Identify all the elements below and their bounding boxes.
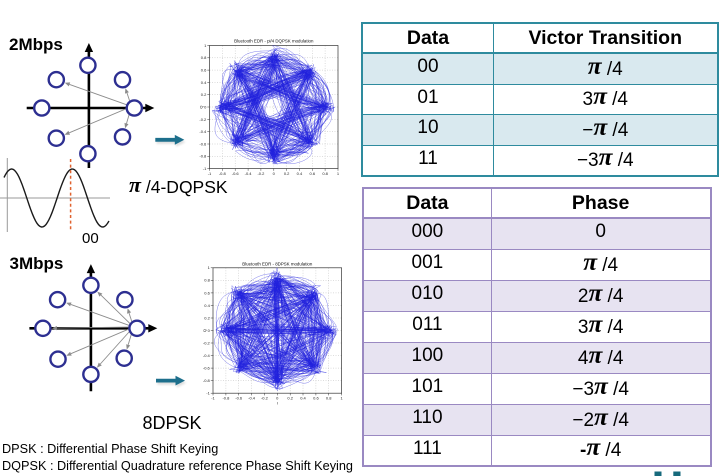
svg-text:-0.2: -0.2 xyxy=(257,171,265,176)
svg-text:-1: -1 xyxy=(206,391,210,396)
svg-text:0: 0 xyxy=(204,105,207,110)
svg-text:1: 1 xyxy=(208,265,211,270)
svg-text:-0.2: -0.2 xyxy=(199,117,207,122)
svg-text:-0.8: -0.8 xyxy=(203,378,211,383)
svg-text:-1: -1 xyxy=(203,166,207,171)
svg-text:Q: Q xyxy=(199,105,204,108)
svg-text:0.6: 0.6 xyxy=(310,171,316,176)
svg-text:0.2: 0.2 xyxy=(201,92,207,97)
svg-text:-0.6: -0.6 xyxy=(232,171,240,176)
svg-text:-0.6: -0.6 xyxy=(203,366,211,371)
svg-text:Q: Q xyxy=(202,329,207,332)
svg-text:0.8: 0.8 xyxy=(204,278,210,283)
svg-text:1: 1 xyxy=(340,395,343,400)
svg-text:-0.2: -0.2 xyxy=(261,395,269,400)
svg-text:-0.6: -0.6 xyxy=(199,141,207,146)
svg-text:0: 0 xyxy=(276,395,279,400)
svg-text:0: 0 xyxy=(208,328,211,333)
svg-text:-0.8: -0.8 xyxy=(219,171,227,176)
svg-text:-0.4: -0.4 xyxy=(199,129,207,134)
svg-text:Bluetooth EDR - pi/4 DQPSK mod: Bluetooth EDR - pi/4 DQPSK modulation xyxy=(234,39,314,44)
svg-text:0.8: 0.8 xyxy=(326,395,332,400)
svg-text:I: I xyxy=(277,401,278,406)
svg-text:1: 1 xyxy=(337,171,340,176)
svg-text:0.6: 0.6 xyxy=(201,68,207,73)
svg-text:0.4: 0.4 xyxy=(300,395,306,400)
svg-text:0: 0 xyxy=(273,171,276,176)
svg-text:0.4: 0.4 xyxy=(297,171,303,176)
svg-text:-0.2: -0.2 xyxy=(203,340,211,345)
svg-text:-0.8: -0.8 xyxy=(199,154,207,159)
svg-text:-1: -1 xyxy=(208,171,212,176)
svg-text:0.8: 0.8 xyxy=(322,171,328,176)
svg-text:-0.8: -0.8 xyxy=(222,395,230,400)
svg-text:0.4: 0.4 xyxy=(204,303,210,308)
svg-text:-1: -1 xyxy=(211,395,215,400)
svg-text:1: 1 xyxy=(204,43,207,48)
svg-text:-0.4: -0.4 xyxy=(203,353,211,358)
svg-text:-0.6: -0.6 xyxy=(235,395,243,400)
svg-text:0.8: 0.8 xyxy=(201,55,207,60)
svg-text:-0.4: -0.4 xyxy=(248,395,256,400)
svg-text:-0.4: -0.4 xyxy=(245,171,253,176)
svg-text:0.4: 0.4 xyxy=(201,80,207,85)
svg-text:0.2: 0.2 xyxy=(204,315,210,320)
svg-text:0.2: 0.2 xyxy=(287,395,293,400)
svg-text:0.2: 0.2 xyxy=(284,171,290,176)
svg-text:0.6: 0.6 xyxy=(313,395,319,400)
svg-text:Bluetooth EDR - 8DPSK modulati: Bluetooth EDR - 8DPSK modulation xyxy=(242,262,313,267)
svg-text:0.6: 0.6 xyxy=(204,290,210,295)
